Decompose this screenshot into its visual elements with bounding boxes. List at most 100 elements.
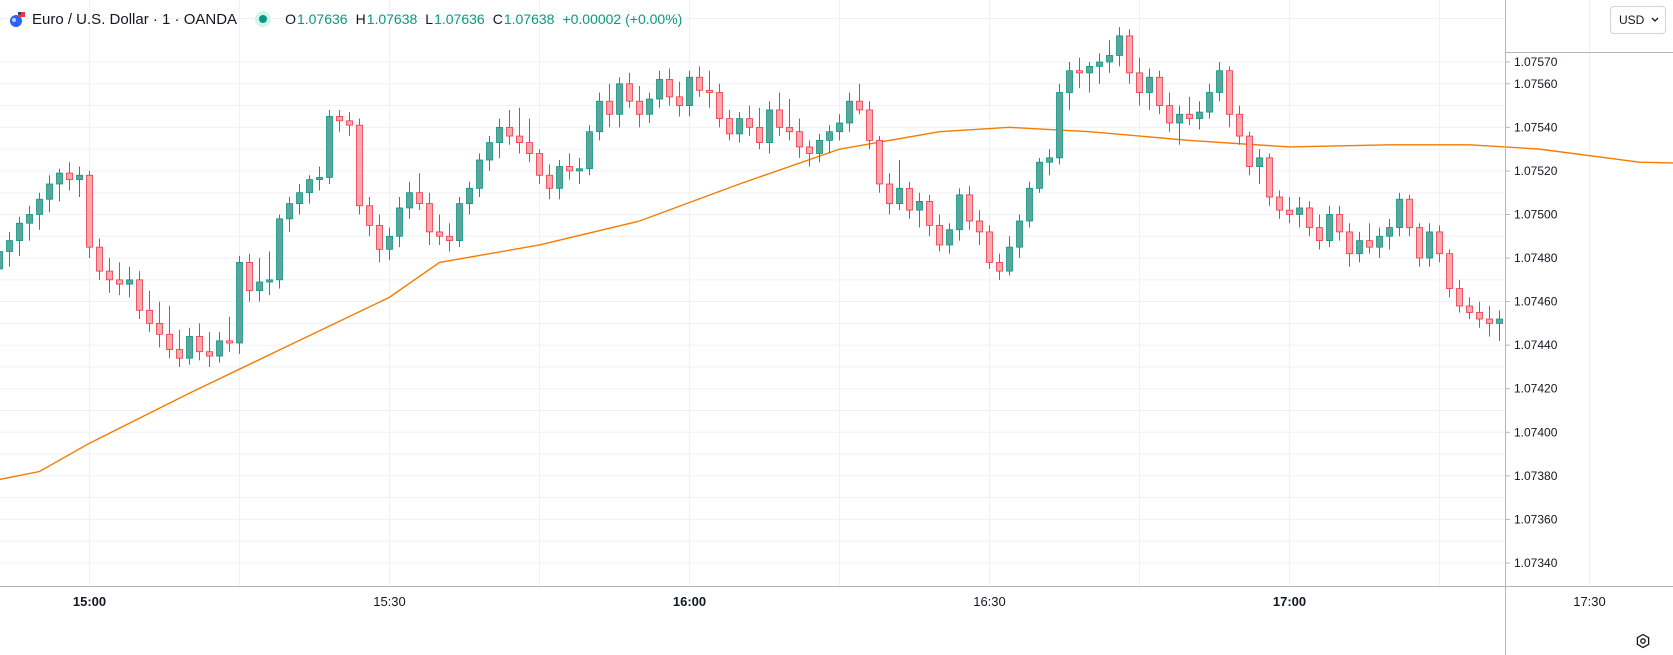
time-tick-label: 17:00 <box>1273 594 1306 609</box>
candle-body <box>1296 207 1303 215</box>
candle-body <box>836 122 843 133</box>
candle-body <box>856 100 863 111</box>
candle-body <box>1226 70 1233 115</box>
candle-body <box>1346 231 1353 255</box>
candle-body <box>956 194 963 231</box>
candle-body <box>436 231 443 237</box>
candle-body <box>1356 240 1363 255</box>
candle-body <box>136 279 143 311</box>
price-tick-label: 1.07520 <box>1514 164 1558 178</box>
candle-body <box>676 96 683 106</box>
candle-body <box>516 135 523 143</box>
candle-body <box>476 159 483 189</box>
candle-body <box>1046 157 1053 163</box>
chart-settings-button[interactable] <box>1632 630 1654 652</box>
candle-body <box>1216 70 1223 93</box>
candle-body <box>1476 312 1483 320</box>
candle-body <box>206 351 213 357</box>
candle-body <box>1196 111 1203 120</box>
candle-body <box>766 109 773 143</box>
candle-body <box>466 187 473 204</box>
time-tick-label: 15:30 <box>373 594 406 609</box>
candle-body <box>366 205 373 226</box>
candle-body <box>1106 55 1113 63</box>
candle-body <box>776 109 783 128</box>
candle-body <box>1186 113 1193 120</box>
candle-body <box>706 89 713 93</box>
candle-body <box>596 100 603 133</box>
candle-body <box>656 79 663 100</box>
candle-body <box>696 76 703 91</box>
candle-body <box>286 203 293 220</box>
candle-body <box>586 131 593 170</box>
candle-body <box>16 222 23 242</box>
candle-body <box>186 336 193 359</box>
candles-layer <box>0 27 1503 367</box>
currency-select[interactable]: USD <box>1610 6 1666 34</box>
candle-body <box>6 240 13 252</box>
candle-body <box>276 218 283 281</box>
candle-body <box>266 279 273 283</box>
candle-body <box>606 100 613 115</box>
candle-body <box>1156 76 1163 106</box>
candle-body <box>1036 161 1043 189</box>
price-tick-label: 1.07440 <box>1514 338 1558 352</box>
candle-body <box>316 177 323 181</box>
time-tick-label: 16:00 <box>673 594 706 609</box>
candle-body <box>66 172 73 181</box>
candle-body <box>556 166 563 189</box>
candle-body <box>236 261 243 344</box>
high-value: 1.07638 <box>366 11 418 27</box>
candle-body <box>406 192 413 209</box>
candle-body <box>1166 105 1173 124</box>
close-value: 1.07638 <box>503 11 555 27</box>
candle-body <box>936 224 943 246</box>
candle-body <box>716 92 723 120</box>
price-axis[interactable]: 1.07570 1.07560 1.07540 1.07520 1.07500 1.074… <box>1505 0 1673 655</box>
candle-body <box>626 83 633 102</box>
candle-body <box>296 192 303 204</box>
chart-grid <box>0 0 1590 586</box>
candle-body <box>786 126 793 133</box>
price-tick-label: 1.07500 <box>1514 207 1558 221</box>
candle-body <box>1256 157 1263 167</box>
candle-body <box>356 124 363 207</box>
candle-body <box>396 207 403 237</box>
time-axis[interactable]: 15:0015:3016:0016:3017:0017:3018:0018:30… <box>0 586 1673 610</box>
candle-body <box>1176 113 1183 124</box>
candle-body <box>116 279 123 285</box>
price-tick-label: 1.07400 <box>1514 425 1558 439</box>
candle-body <box>536 153 543 176</box>
candle-body <box>1246 135 1253 167</box>
price-tick-label: 1.07480 <box>1514 251 1558 265</box>
candle-body <box>986 231 993 263</box>
price-tick-label: 1.07420 <box>1514 382 1558 396</box>
price-tick-label: 1.07570 <box>1514 55 1558 69</box>
candle-body <box>646 98 653 115</box>
candle-body <box>486 142 493 161</box>
candle-body <box>886 183 893 204</box>
candle-body <box>1016 220 1023 248</box>
candle-body <box>846 100 853 124</box>
candle-body <box>196 336 203 353</box>
candle-body <box>916 201 923 211</box>
candle-body <box>56 172 63 185</box>
candle-body <box>1306 207 1313 228</box>
candle-body <box>996 261 1003 272</box>
candle-body <box>566 166 573 172</box>
candle-body <box>256 281 263 292</box>
symbol-title[interactable]: Euro / U.S. Dollar · 1 · OANDA <box>32 10 238 28</box>
candle-body <box>636 100 643 115</box>
candle-body <box>756 126 763 143</box>
candle-body <box>1136 72 1143 93</box>
candle-body <box>226 340 233 344</box>
candle-body <box>1206 92 1213 113</box>
candle-body <box>146 309 153 324</box>
candle-body <box>906 187 913 211</box>
candle-body <box>426 203 433 233</box>
price-tick-label: 1.07340 <box>1514 556 1558 570</box>
candle-body <box>526 142 533 154</box>
high-label: H <box>355 11 366 27</box>
globe-flag-icon <box>10 12 25 27</box>
